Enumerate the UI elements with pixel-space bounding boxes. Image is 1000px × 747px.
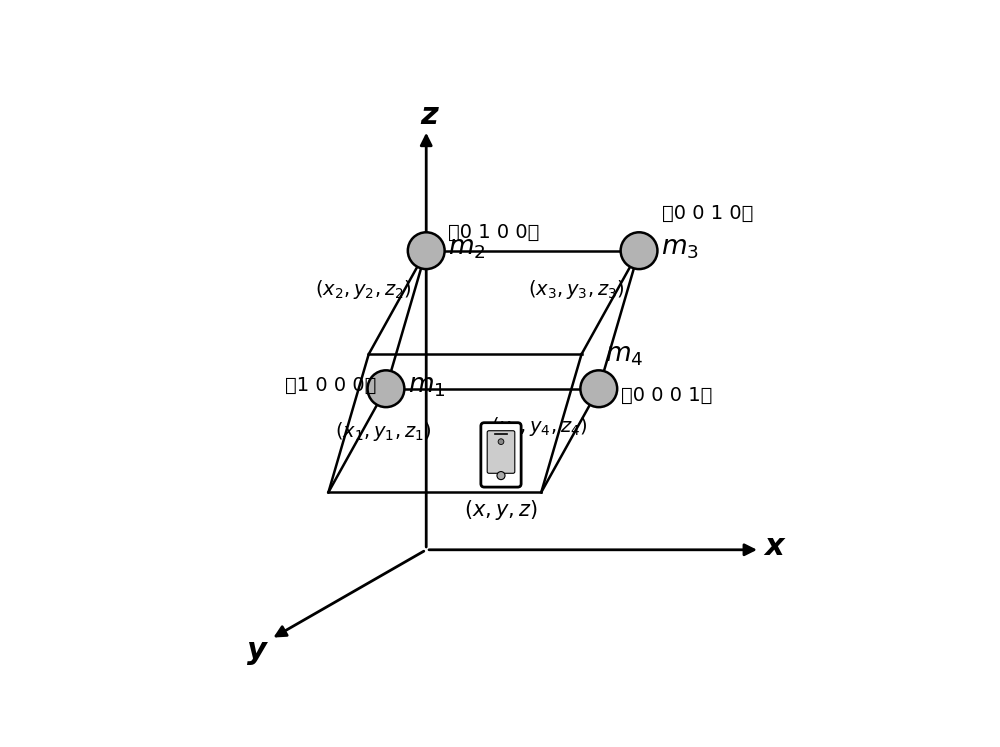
Text: $(x_4,y_4,z_4)$: $(x_4,y_4,z_4)$	[491, 415, 587, 438]
Text: $\mathit{m}_3$: $\mathit{m}_3$	[661, 235, 699, 261]
Circle shape	[368, 371, 404, 407]
Text: $(x_3,y_3,z_3)$: $(x_3,y_3,z_3)$	[528, 279, 625, 301]
Text: （0 0 0 1）: （0 0 0 1）	[621, 386, 712, 405]
Circle shape	[497, 471, 505, 480]
Text: （0 0 1 0）: （0 0 1 0）	[662, 204, 753, 223]
Text: $\mathit{m}_1$: $\mathit{m}_1$	[408, 373, 446, 399]
Circle shape	[408, 232, 445, 269]
Text: z: z	[420, 101, 438, 130]
Text: （0 1 0 0）: （0 1 0 0）	[448, 223, 539, 242]
Text: $(x_1,y_1,z_1)$: $(x_1,y_1,z_1)$	[335, 421, 431, 444]
Text: $\mathit{m}_4$: $\mathit{m}_4$	[605, 342, 643, 368]
Circle shape	[580, 371, 617, 407]
Text: $(x_2,y_2,z_2)$: $(x_2,y_2,z_2)$	[315, 279, 412, 301]
Circle shape	[621, 232, 657, 269]
Text: $\mathit{m}_2$: $\mathit{m}_2$	[448, 235, 486, 261]
Text: x: x	[764, 533, 784, 562]
FancyBboxPatch shape	[481, 423, 521, 487]
Text: $(x,y,z)$: $(x,y,z)$	[464, 498, 538, 522]
Text: （1 0 0 0）: （1 0 0 0）	[285, 376, 377, 395]
FancyBboxPatch shape	[487, 431, 515, 474]
Text: y: y	[247, 636, 266, 665]
Circle shape	[498, 438, 504, 444]
